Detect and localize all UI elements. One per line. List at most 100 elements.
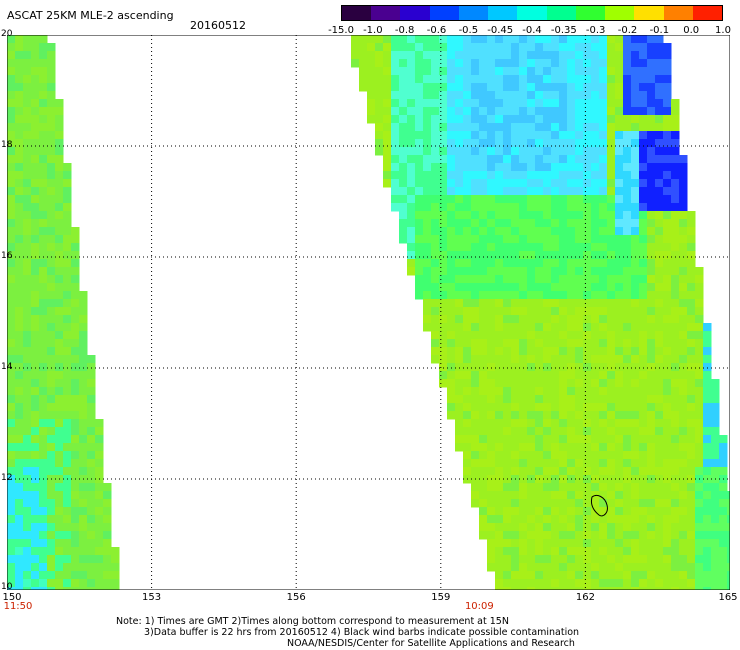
- swath-cell: [655, 571, 664, 580]
- swath-cell: [511, 371, 520, 380]
- swath-cell: [391, 147, 400, 156]
- swath-cell: [79, 515, 88, 524]
- swath-cell: [487, 451, 496, 460]
- swath-cell: [655, 91, 664, 100]
- swath-cell: [23, 443, 32, 452]
- swath-cell: [439, 299, 448, 308]
- swath-cell: [543, 483, 552, 492]
- swath-cell: [663, 131, 672, 140]
- swath-cell: [655, 107, 664, 116]
- swath-cell: [87, 531, 96, 540]
- swath-cell: [439, 131, 448, 140]
- swath-cell: [439, 379, 448, 388]
- swath-cell: [479, 395, 488, 404]
- swath-cell: [447, 283, 456, 292]
- swath-cell: [463, 227, 472, 236]
- swath-cell: [71, 411, 80, 420]
- swath-cell: [599, 539, 608, 548]
- swath-cell: [495, 187, 504, 196]
- swath-cell: [695, 515, 704, 524]
- swath-cell: [7, 67, 16, 76]
- swath-cell: [447, 227, 456, 236]
- swath-cell: [39, 379, 48, 388]
- swath-cell: [15, 203, 24, 212]
- swath-cell: [495, 467, 504, 476]
- swath-cell: [415, 99, 424, 108]
- swath-cell: [23, 307, 32, 316]
- swath-cell: [455, 179, 464, 188]
- swath-cell: [471, 139, 480, 148]
- swath-cell: [607, 571, 616, 580]
- swath-cell: [519, 491, 528, 500]
- swath-cell: [591, 451, 600, 460]
- swath-cell: [439, 179, 448, 188]
- swath-cell: [47, 459, 56, 468]
- swath-cell: [447, 107, 456, 116]
- swath-cell: [623, 403, 632, 412]
- note-line-2: 3)Data buffer is 22 hrs from 20160512 4)…: [144, 627, 580, 638]
- swath-cell: [647, 331, 656, 340]
- swath-cell: [551, 67, 560, 76]
- swath-cell: [607, 99, 616, 108]
- swath-cell: [623, 243, 632, 252]
- swath-cell: [647, 51, 656, 60]
- swath-cell: [567, 395, 576, 404]
- swath-cell: [487, 499, 496, 508]
- swath-cell: [415, 155, 424, 164]
- swath-cell: [615, 99, 624, 108]
- swath-cell: [15, 539, 24, 548]
- swath-cell: [543, 147, 552, 156]
- swath-cell: [23, 187, 32, 196]
- swath-cell: [703, 387, 712, 396]
- swath-cell: [55, 227, 64, 236]
- swath-cell: [623, 411, 632, 420]
- swath-cell: [655, 299, 664, 308]
- swath-cell: [543, 315, 552, 324]
- swath-cell: [551, 587, 560, 590]
- swath-cell: [607, 195, 616, 204]
- swath-cell: [31, 155, 40, 164]
- swath-cell: [423, 131, 432, 140]
- swath-cell: [383, 123, 392, 132]
- swath-cell: [463, 371, 472, 380]
- swath-cell: [591, 355, 600, 364]
- swath-cell: [679, 451, 688, 460]
- swath-cell: [559, 235, 568, 244]
- swath-cell: [687, 523, 696, 532]
- swath-cell: [591, 203, 600, 212]
- swath-cell: [647, 459, 656, 468]
- swath-cell: [639, 195, 648, 204]
- swath-cell: [383, 163, 392, 172]
- swath-cell: [695, 443, 704, 452]
- swath-cell: [599, 363, 608, 372]
- swath-cell: [447, 35, 456, 44]
- swath-cell: [543, 195, 552, 204]
- swath-cell: [479, 419, 488, 428]
- contour-line: [591, 494, 608, 517]
- swath-cell: [79, 371, 88, 380]
- swath-cell: [623, 187, 632, 196]
- swath-cell: [607, 563, 616, 572]
- swath-cell: [15, 163, 24, 172]
- swath-cell: [615, 291, 624, 300]
- swath-cell: [455, 419, 464, 428]
- swath-cell: [543, 523, 552, 532]
- swath-cell: [551, 147, 560, 156]
- swath-cell: [503, 403, 512, 412]
- swath-cell: [647, 115, 656, 124]
- swath-cell: [31, 179, 40, 188]
- lon-tick-label: 153: [142, 592, 162, 603]
- swath-cell: [439, 35, 448, 44]
- swath-cell: [535, 179, 544, 188]
- swath-cell: [655, 531, 664, 540]
- swath-cell: [487, 459, 496, 468]
- swath-cell: [399, 51, 408, 60]
- swath-cell: [631, 355, 640, 364]
- swath-cell: [559, 35, 568, 44]
- swath-cell: [439, 155, 448, 164]
- swath-cell: [575, 427, 584, 436]
- swath-cell: [63, 267, 72, 276]
- swath-cell: [543, 331, 552, 340]
- swath-cell: [39, 443, 48, 452]
- swath-cell: [599, 139, 608, 148]
